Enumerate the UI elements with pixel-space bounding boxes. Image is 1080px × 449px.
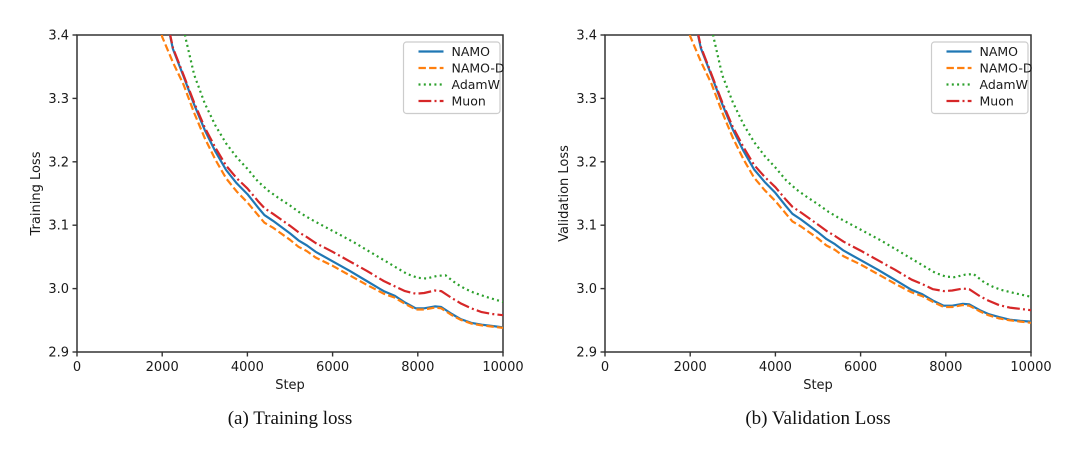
caption-validation: (b) Validation Loss — [745, 408, 891, 429]
y-tick-label: 3.1 — [576, 219, 597, 234]
caption-training: (a) Training loss — [227, 408, 353, 429]
legend-label-namo: NAMO — [980, 44, 1019, 59]
x-tick-label: 10000 — [1010, 360, 1051, 375]
series-namo-d-line — [160, 35, 503, 329]
legend-label-adamw: AdamW — [452, 77, 500, 92]
y-tick-label: 3.2 — [48, 155, 69, 170]
series-namo-line — [168, 35, 503, 329]
x-axis-label: Step — [803, 378, 833, 393]
x-tick-label: 4000 — [231, 360, 264, 375]
plot-border — [604, 34, 1032, 353]
y-tick-label: 3.4 — [48, 29, 69, 44]
x-axis-label: Step — [275, 378, 305, 393]
legend-label-namo: NAMO — [452, 44, 491, 59]
y-tick-label: 3.0 — [576, 282, 597, 297]
training-loss-chart: 0 2000 4000 6000 8000 10000 2.9 3.0 3.1 3.2 3.3 3.4… — [29, 29, 524, 394]
x-tick-label: 10000 — [482, 360, 523, 375]
y-tick-label: 3.2 — [576, 155, 597, 170]
y-tick-label: 3.3 — [576, 92, 597, 107]
legend-label-namo-d: NAMO-D — [452, 60, 505, 75]
series-namo-d-line — [688, 35, 1031, 324]
plot-border — [76, 34, 504, 353]
legend-label-muon: Muon — [452, 93, 486, 108]
series-muon-line — [169, 35, 503, 317]
legend-label-namo-d: NAMO-D — [980, 60, 1033, 75]
x-tick-label: 6000 — [844, 360, 877, 375]
x-tick-label: 0 — [73, 360, 81, 375]
x-tick-label: 4000 — [759, 360, 792, 375]
x-tick-label: 6000 — [316, 360, 349, 375]
y-tick-label: 2.9 — [48, 346, 69, 361]
series-adamw-line — [183, 35, 503, 303]
legend-box — [402, 41, 501, 115]
y-axis-label: Training Loss — [29, 151, 44, 236]
y-axis-label: Validation Loss — [557, 145, 572, 242]
series-group — [688, 35, 1031, 324]
x-tick-label: 8000 — [401, 360, 434, 375]
x-tick-label: 2000 — [146, 360, 179, 375]
y-tick-label: 3.0 — [48, 282, 69, 297]
validation-loss-chart: 0 2000 4000 6000 8000 10000 2.9 3.0 3.1 3.2 3.3 3.4… — [557, 29, 1052, 394]
x-tick-label: 0 — [601, 360, 609, 375]
x-tick-label: 8000 — [929, 360, 962, 375]
y-tick-label: 3.1 — [48, 219, 69, 234]
legend-label-adamw: AdamW — [980, 77, 1028, 92]
y-tick-label: 2.9 — [576, 346, 597, 361]
series-muon-line — [697, 35, 1031, 312]
y-tick-label: 3.4 — [576, 29, 597, 44]
x-tick-label: 2000 — [674, 360, 707, 375]
legend-box — [930, 41, 1029, 115]
legend-label-muon: Muon — [980, 93, 1014, 108]
y-tick-label: 3.3 — [48, 92, 69, 107]
series-group — [160, 35, 503, 329]
series-namo-line — [696, 35, 1031, 323]
